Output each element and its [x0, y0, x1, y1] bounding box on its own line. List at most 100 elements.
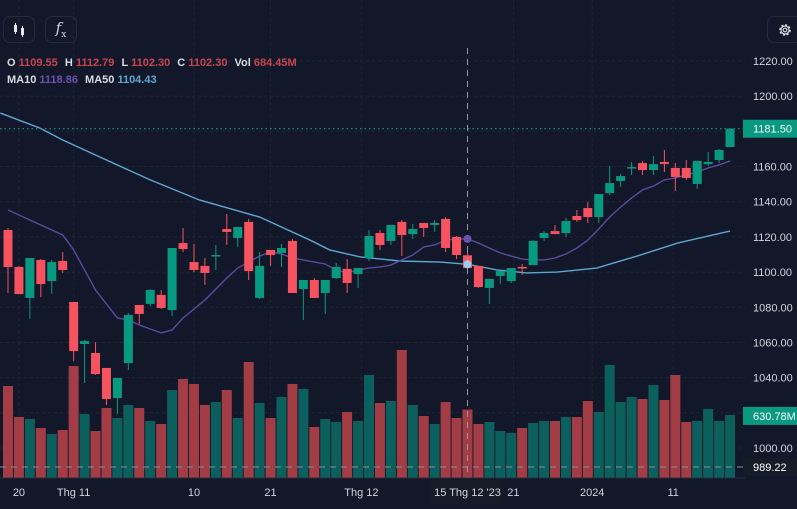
candle-body: [430, 223, 440, 225]
candle: [101, 367, 111, 406]
time-tick-label: 20: [13, 487, 25, 499]
volume-bar: [254, 403, 265, 478]
price-line-badge: [743, 457, 797, 476]
chart-type-button[interactable]: [3, 16, 35, 43]
candle-body: [703, 161, 713, 165]
candle: [452, 236, 462, 260]
candle: [441, 217, 451, 253]
volume-bar: [167, 390, 178, 478]
candle-body: [233, 227, 243, 238]
volume-bar: [407, 405, 418, 478]
price-tick-label: 1120.00: [753, 232, 792, 244]
candle-body: [419, 223, 429, 228]
last-price-label: 1181.50: [753, 124, 792, 136]
volume-bar: [539, 421, 550, 478]
crosshair-time-badge: [431, 480, 504, 504]
volume-bar: [528, 423, 539, 478]
candle-body: [484, 278, 494, 288]
ma10-line: [7, 160, 731, 334]
candle: [255, 252, 265, 299]
time-tick-label: 11: [667, 487, 678, 499]
indicators-button[interactable]: fx: [45, 16, 77, 43]
candle: [3, 227, 13, 294]
crosshair-time-label: 15 Thg 12 '23: [434, 487, 501, 499]
candle-body: [550, 231, 560, 235]
fx-icon: fx: [55, 19, 67, 40]
volume-bar: [101, 408, 112, 478]
candle-body: [353, 268, 363, 275]
candle-body: [594, 193, 604, 218]
volume-bar: [604, 365, 615, 478]
candle: [244, 218, 254, 280]
gear-icon: [779, 23, 791, 36]
candle-body: [222, 228, 232, 232]
volume-bar: [68, 366, 79, 478]
candle: [375, 230, 385, 250]
candle: [189, 243, 199, 273]
time-tick-label: Thg 12: [344, 487, 378, 499]
candle: [572, 209, 582, 222]
price-tick-label: 1200.00: [753, 91, 793, 103]
candle-body: [528, 240, 538, 266]
candle: [309, 278, 319, 298]
volume-bar: [396, 350, 407, 478]
volume-bar: [309, 427, 320, 478]
volume-bar: [593, 412, 604, 478]
volume-bar: [46, 434, 57, 478]
volume-label: Vol: [234, 57, 251, 69]
last-volume-label: 630.78M: [753, 411, 796, 423]
candle: [123, 313, 133, 371]
candle: [495, 271, 505, 285]
close-label: C: [177, 57, 186, 69]
candle: [419, 223, 429, 237]
candle: [638, 160, 648, 175]
volume-bar: [3, 386, 13, 478]
candle-body: [112, 377, 122, 399]
candle: [430, 220, 440, 232]
last-price-badge: [743, 119, 797, 138]
candle-body: [452, 236, 462, 256]
candle: [725, 128, 735, 148]
candle-body: [506, 268, 516, 282]
low-value: 1102.30: [131, 57, 171, 69]
volume-bar: [440, 402, 451, 478]
volume-bar: [24, 419, 35, 478]
candle-body: [58, 260, 68, 270]
price-axis: [745, 0, 797, 509]
settings-button[interactable]: [767, 16, 797, 43]
candle-body: [397, 221, 407, 235]
price-tick-label: 1100.00: [753, 267, 792, 279]
volume-bar: [703, 409, 714, 478]
candle: [58, 252, 68, 273]
candle-body: [320, 279, 330, 294]
candle-body: [517, 266, 527, 269]
volume-bar: [145, 421, 156, 478]
volume-bar: [276, 397, 287, 478]
candle: [91, 342, 101, 375]
candle: [386, 224, 396, 245]
candle-body: [14, 266, 24, 295]
candle: [703, 151, 713, 167]
volume-bar: [615, 402, 626, 478]
ohlc-legend: O 1109.55 H 1112.79 L 1102.30 C 1102.30 …: [7, 57, 301, 69]
candle: [266, 249, 276, 266]
candle: [714, 148, 724, 164]
volume-bar: [451, 418, 462, 478]
candle: [47, 259, 57, 295]
candle: [692, 160, 702, 189]
candle-body: [375, 233, 385, 245]
candle-body: [692, 160, 702, 184]
candle: [145, 288, 155, 307]
candle-body: [714, 150, 724, 161]
volume-bar: [199, 405, 210, 478]
candle-body: [495, 271, 505, 276]
volume-bar: [714, 421, 725, 478]
candle: [659, 150, 669, 172]
candle: [200, 258, 210, 285]
volume-bar: [123, 405, 134, 478]
volume-bar: [659, 400, 670, 478]
candle: [616, 173, 626, 187]
volume-bar: [385, 401, 396, 478]
candle-body: [583, 208, 593, 218]
